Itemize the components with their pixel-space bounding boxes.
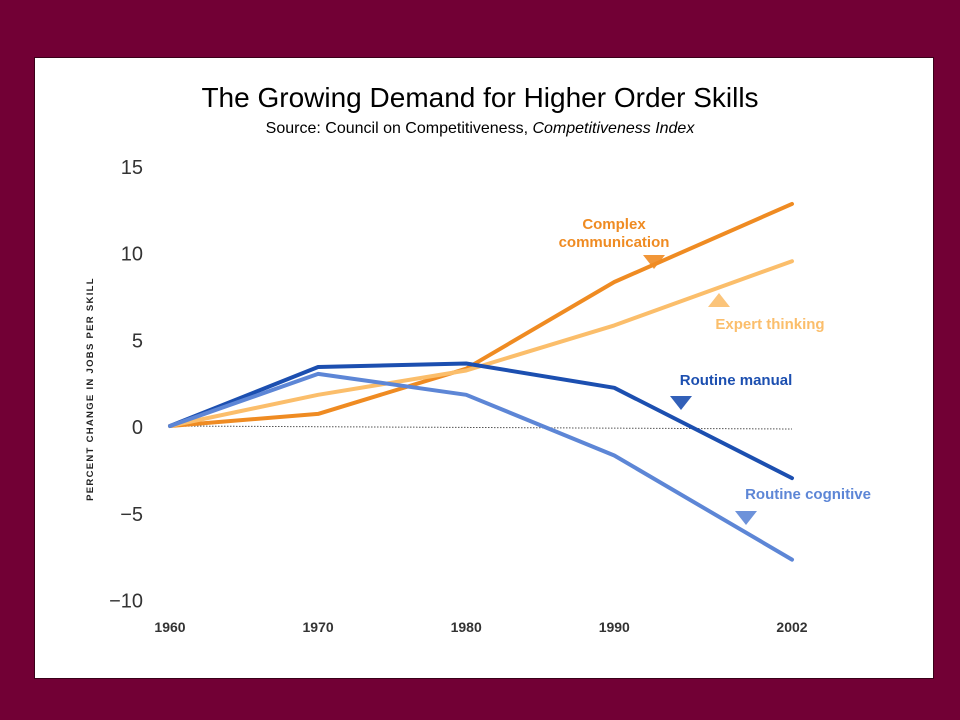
- series-line: [168, 259, 794, 428]
- series-line: [168, 361, 794, 481]
- series-label: Routine cognitive: [745, 486, 871, 503]
- y-axis-title: PERCENT CHANGE IN JOBS PER SKILL: [85, 277, 96, 501]
- x-tick-label: 1990: [599, 619, 630, 635]
- y-tick-label: −10: [109, 591, 143, 613]
- series-label: communication: [559, 234, 670, 251]
- subtitle-source: Source: Council on Competitiveness,: [265, 120, 533, 137]
- series-marker-icon: [708, 293, 730, 307]
- x-tick-label: 1960: [154, 619, 185, 635]
- y-tick-label: −5: [120, 504, 143, 526]
- x-tick-label: 2002: [776, 619, 807, 635]
- chart-subtitle: Source: Council on Competitiveness, Comp…: [0, 120, 960, 138]
- y-tick-label: 10: [121, 244, 143, 266]
- series-marker-icon: [735, 511, 757, 525]
- chart-title: The Growing Demand for Higher Order Skil…: [201, 82, 759, 113]
- x-tick-label: 1970: [303, 619, 334, 635]
- series-marker-icon: [643, 255, 665, 269]
- y-tick-label: 5: [132, 330, 143, 352]
- series-marker-icon: [670, 396, 692, 410]
- series-label: Complex: [582, 216, 646, 233]
- subtitle-publication: Competitiveness Index: [532, 120, 695, 137]
- series-label: Routine manual: [680, 372, 793, 389]
- series-label: Expert thinking: [715, 316, 824, 333]
- y-tick-label: 0: [132, 417, 143, 439]
- y-tick-label: 15: [121, 157, 143, 179]
- series-line: [168, 371, 794, 562]
- x-tick-label: 1980: [451, 619, 482, 635]
